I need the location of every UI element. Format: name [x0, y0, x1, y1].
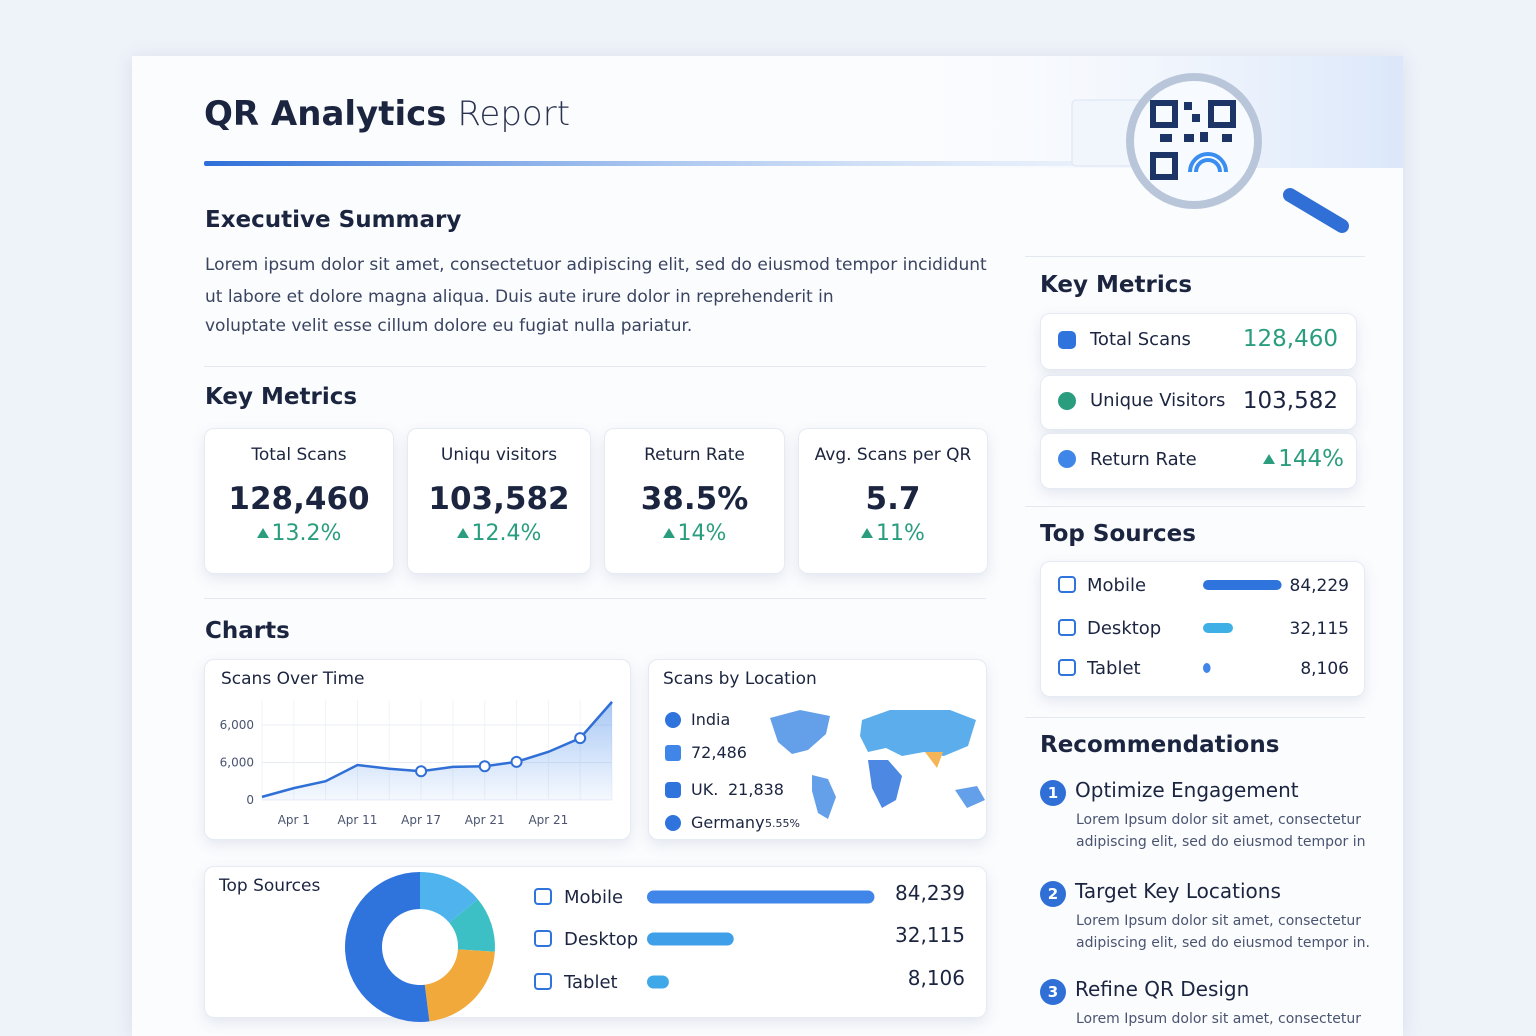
metric-label: Return Rate	[644, 445, 745, 465]
metric-icon	[1058, 331, 1076, 349]
chart-title: Scans by Location	[663, 669, 817, 689]
metric-value: 38.5%	[640, 481, 749, 517]
metric-card: Total Scans 128,460 13.2%	[204, 428, 394, 574]
metric-icon	[1058, 392, 1076, 410]
metric-value: 144%	[1263, 446, 1344, 472]
metric-value: 103,582	[428, 481, 570, 517]
recommendation-number: 1	[1040, 780, 1066, 806]
divider	[1025, 717, 1365, 718]
divider	[204, 366, 986, 367]
report-title: QR Analytics Report	[204, 94, 570, 134]
section-heading: Executive Summary	[205, 207, 462, 233]
location-value: 21,838	[728, 780, 784, 799]
metric-label: Total Scans	[1090, 329, 1191, 350]
metric-value: 128,460	[228, 481, 370, 517]
metric-change: 12.4%	[457, 521, 542, 546]
metric-label: Unique Visitors	[1090, 390, 1226, 411]
metric-value: 5.7	[865, 481, 921, 517]
section-heading: Charts	[205, 618, 290, 644]
section-heading: Key Metrics	[1040, 272, 1193, 298]
section-heading: Recommendations	[1040, 732, 1280, 758]
qr-code	[1150, 100, 1236, 180]
metric-label: Return Rate	[1090, 449, 1197, 470]
section-heading: Key Metrics	[205, 384, 358, 410]
summary-line: voluptate velit esse cillum dolore eu fu…	[205, 316, 693, 336]
divider	[204, 598, 986, 599]
divider	[1025, 256, 1365, 257]
recommendation-text: Lorem Ipsum dolor sit amet, consectetur	[1076, 913, 1361, 929]
metric-label: Total Scans	[251, 445, 347, 465]
recommendation-title: Refine QR Design	[1075, 977, 1250, 1001]
recommendation-title: Target Key Locations	[1075, 879, 1281, 903]
recommendation-text: adipiscing elit, sed do eiusmod tempor i…	[1076, 935, 1370, 951]
recommendation-text: adipiscing elit, sed do eiusmod tempor i…	[1076, 834, 1366, 850]
location-name: India	[691, 710, 731, 729]
location-icon	[665, 815, 681, 831]
metric-change: 11%	[861, 521, 925, 546]
recommendation-number: 3	[1040, 979, 1066, 1005]
recommendation-text: Lorem Ipsum dolor sit amet, consectetur	[1076, 1011, 1361, 1027]
metric-change: 13.2%	[257, 521, 342, 546]
sidebar-metric	[1040, 313, 1357, 370]
chart-title: Top Sources	[219, 876, 321, 896]
section-heading: Top Sources	[1040, 521, 1196, 547]
metric-icon	[1058, 450, 1076, 468]
summary-line: ut labore et dolore magna aliqua. Duis a…	[205, 287, 834, 307]
title-light: Report	[457, 94, 571, 134]
location-value: 72,486	[691, 743, 747, 762]
recommendation-title: Optimize Engagement	[1075, 778, 1299, 802]
metric-card: Return Rate 38.5% 14%	[604, 428, 785, 574]
metric-card: Avg. Scans per QR 5.7 11%	[798, 428, 988, 574]
recommendation-text: Lorem Ipsum dolor sit amet, consectetur	[1076, 812, 1361, 828]
title-strong: QR Analytics	[204, 94, 447, 134]
chart-title: Scans Over Time	[221, 669, 365, 689]
location-value: 5.55%	[765, 817, 800, 830]
metric-card: Uniqu visitors 103,582 12.4%	[407, 428, 591, 574]
sidebar-metric	[1040, 375, 1357, 430]
sidebar-sources-card	[1040, 561, 1365, 697]
location-icon	[665, 745, 681, 761]
metric-label: Avg. Scans per QR	[814, 445, 972, 465]
magnifier-handle	[1283, 188, 1349, 233]
location-icon	[665, 782, 681, 798]
metric-value: 103,582	[1242, 388, 1338, 414]
sources-card	[204, 866, 987, 1018]
location-icon	[665, 712, 681, 728]
metric-change: 14%	[663, 521, 727, 546]
location-name: UK.	[691, 780, 719, 799]
wifi-icon	[1188, 152, 1228, 173]
divider	[1025, 506, 1365, 507]
metric-label: Uniqu visitors	[440, 445, 558, 465]
summary-line: Lorem ipsum dolor sit amet, consectetuor…	[205, 255, 987, 275]
metric-value: 128,460	[1242, 326, 1338, 352]
title-underline	[204, 161, 1104, 166]
location-name: Germany	[691, 813, 765, 832]
recommendation-number: 2	[1040, 881, 1066, 907]
